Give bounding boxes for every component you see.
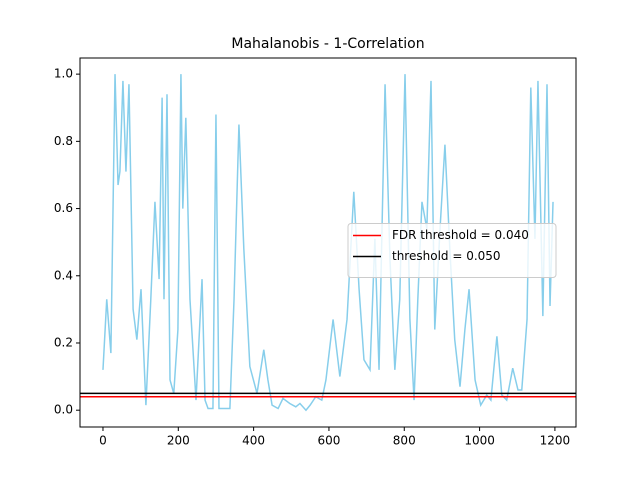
x-tick-label: 1200 <box>540 434 571 448</box>
x-tick-label: 600 <box>317 434 340 448</box>
chart-title: Mahalanobis - 1-Correlation <box>231 36 424 52</box>
x-tick-label: 800 <box>393 434 416 448</box>
x-tick-label: 1000 <box>464 434 495 448</box>
data-line <box>102 74 554 412</box>
y-tick-label: 0.2 <box>54 335 73 349</box>
x-tick-label: 200 <box>167 434 190 448</box>
y-tick-label: 0.8 <box>54 134 73 148</box>
legend-box <box>347 223 557 278</box>
x-tick-label: 400 <box>242 434 265 448</box>
legend-label: FDR threshold = 0.040 <box>392 228 529 242</box>
y-tick-label: 1.0 <box>54 67 73 81</box>
x-tick-label: 0 <box>99 434 107 448</box>
legend-label: threshold = 0.050 <box>392 249 501 263</box>
y-tick-label: 0.6 <box>54 201 73 215</box>
y-tick-label: 0.0 <box>54 403 73 417</box>
y-tick-label: 0.4 <box>54 268 73 282</box>
plot-frame <box>79 57 577 428</box>
